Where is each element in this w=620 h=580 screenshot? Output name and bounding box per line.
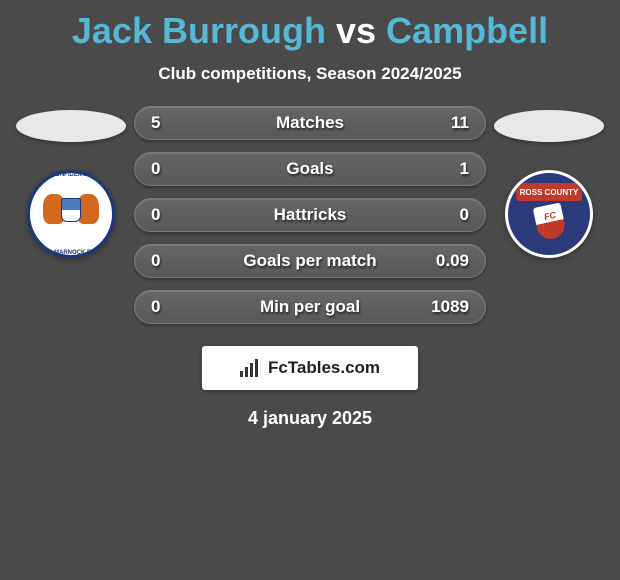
comparison-card: Jack Burrough vs Campbell Club competiti…	[0, 0, 620, 429]
date-text: 4 january 2025	[248, 408, 372, 429]
stat-row-matches: 5 Matches 11	[134, 106, 486, 140]
player2-oval-placeholder	[494, 110, 604, 142]
stat-right-value: 11	[451, 113, 469, 133]
stat-left-value: 5	[151, 113, 160, 133]
stat-row-hattricks: 0 Hattricks 0	[134, 198, 486, 232]
stat-label: Matches	[135, 113, 485, 133]
stat-label: Goals per match	[135, 251, 485, 271]
stats-column: 5 Matches 11 0 Goals 1 0 Hattricks 0 0 G…	[134, 106, 486, 324]
page-title: Jack Burrough vs Campbell	[72, 10, 548, 52]
badge-left-top-text: CONFIDEMUS	[39, 172, 103, 178]
brand-text: FcTables.com	[268, 358, 380, 378]
kilmarnock-icon: CONFIDEMUS KILMARNOCK F.C.	[39, 182, 103, 246]
stat-right-value: 1089	[431, 297, 469, 317]
stat-left-value: 0	[151, 251, 160, 271]
club-badge-left: CONFIDEMUS KILMARNOCK F.C.	[27, 170, 115, 258]
stat-label: Hattricks	[135, 205, 485, 225]
badge-left-bottom-text: KILMARNOCK F.C.	[39, 250, 103, 256]
stat-right-value: 0	[460, 205, 469, 225]
vs-separator: vs	[336, 10, 376, 51]
stat-right-value: 0.09	[436, 251, 469, 271]
player1-oval-placeholder	[16, 110, 126, 142]
stat-row-goals: 0 Goals 1	[134, 152, 486, 186]
ross-county-shield-icon	[533, 202, 567, 241]
right-column: ROSS COUNTY FC	[494, 106, 604, 258]
stat-left-value: 0	[151, 297, 160, 317]
stat-row-min-per-goal: 0 Min per goal 1089	[134, 290, 486, 324]
stat-row-goals-per-match: 0 Goals per match 0.09	[134, 244, 486, 278]
stat-right-value: 1	[460, 159, 469, 179]
bar-chart-icon	[240, 359, 262, 377]
left-column: CONFIDEMUS KILMARNOCK F.C.	[16, 106, 126, 258]
stat-left-value: 0	[151, 159, 160, 179]
ross-county-banner: ROSS COUNTY	[516, 183, 582, 201]
club-badge-right: ROSS COUNTY FC	[505, 170, 593, 258]
player2-name: Campbell	[386, 10, 548, 51]
brand-box[interactable]: FcTables.com	[202, 346, 418, 390]
stat-label: Goals	[135, 159, 485, 179]
main-row: CONFIDEMUS KILMARNOCK F.C. 5 Matches 11 …	[0, 106, 620, 324]
player1-name: Jack Burrough	[72, 10, 326, 51]
subtitle: Club competitions, Season 2024/2025	[158, 64, 461, 84]
stat-left-value: 0	[151, 205, 160, 225]
